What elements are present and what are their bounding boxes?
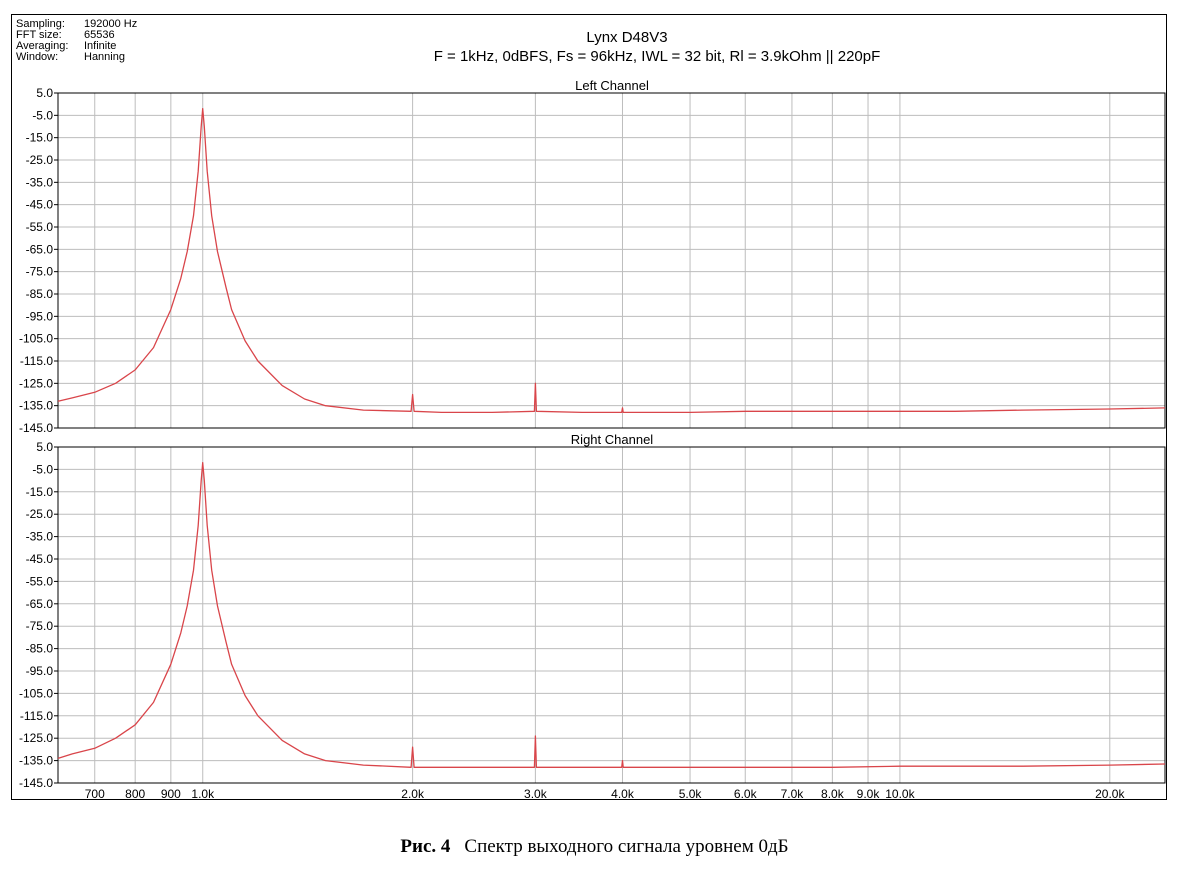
y-tick-label: -145.0 — [19, 421, 53, 435]
y-tick-label: 5.0 — [36, 86, 53, 100]
x-tick-label: 20.0k — [1095, 787, 1125, 801]
info-value-sampling: 192000 Hz — [84, 18, 137, 30]
panel-right-channel: Right Channel 5.0 -5.0 -15.0 -25.0 -35.0 -45.0… — [19, 432, 1166, 790]
y-tick-label: -15.0 — [26, 485, 54, 499]
x-tick-label: 800 — [125, 787, 145, 801]
y-tick-label: -135.0 — [19, 754, 53, 768]
x-tick-label: 1.0k — [191, 787, 215, 801]
x-tick-label: 4.0k — [611, 787, 635, 801]
info-key-averaging: Averaging: — [16, 40, 68, 52]
figure-caption-label: Рис. 4 — [400, 836, 451, 857]
info-value-fft-size: 65536 — [84, 29, 115, 41]
plot-border — [57, 92, 1166, 429]
y-tick-label: -55.0 — [26, 574, 54, 588]
y-tick-label: -45.0 — [26, 198, 54, 212]
chart-subtitle: F = 1kHz, 0dBFS, Fs = 96kHz, IWL = 32 bi… — [434, 48, 881, 65]
y-tick-label: -105.0 — [19, 332, 53, 346]
x-tick-label: 9.0k — [857, 787, 881, 801]
x-tick-label: 900 — [161, 787, 181, 801]
spectrum-trace — [57, 107, 1166, 414]
plot-border — [57, 446, 1166, 784]
info-key-sampling: Sampling: — [16, 18, 65, 30]
info-value-averaging: Infinite — [84, 40, 116, 52]
x-tick-label: 2.0k — [401, 787, 425, 801]
x-tick-label: 6.0k — [734, 787, 758, 801]
figure-caption: Рис. 4 Спектр выходного сигнала уровнем 0… — [0, 836, 1189, 858]
y-tick-label: -95.0 — [26, 309, 54, 323]
y-tick-label: -65.0 — [26, 242, 54, 256]
chart-frame: Sampling: 192000 Hz FFT size: 65536 Aver… — [11, 14, 1167, 801]
info-key-fft-size: FFT size: — [16, 29, 62, 41]
analyzer-info: Sampling: 192000 Hz FFT size: 65536 Aver… — [16, 18, 137, 63]
x-tick-label: 8.0k — [821, 787, 845, 801]
y-tick-label: -55.0 — [26, 220, 54, 234]
x-tick-label: 700 — [85, 787, 105, 801]
panel-left-channel: Left Channel 5.0 -5.0 -15.0 -25.0 -35.0 -45.0 -… — [19, 78, 1166, 435]
y-tick-label: -5.0 — [32, 462, 53, 476]
y-tick-label: -115.0 — [20, 354, 53, 368]
y-tick-label: -5.0 — [32, 108, 53, 122]
y-tick-label: -135.0 — [19, 399, 53, 413]
spectrum-chart: Sampling: 192000 Hz FFT size: 65536 Aver… — [16, 18, 1166, 801]
y-tick-label: -25.0 — [26, 507, 54, 521]
figure-caption-text: Спектр выходного сигнала уровнем 0дБ — [464, 836, 789, 857]
x-axis-labels: 700 800 900 1.0k 2.0k 3.0k 4.0k 5.0k 6.0k 7.0k 8.0… — [85, 787, 1126, 801]
y-tick-label: -65.0 — [26, 597, 54, 611]
x-tick-label: 3.0k — [524, 787, 548, 801]
y-tick-label: -75.0 — [26, 265, 54, 279]
spectrum-trace — [57, 462, 1166, 768]
y-tick-label: -85.0 — [26, 642, 54, 656]
y-tick-label: -115.0 — [20, 709, 53, 723]
info-value-window: Hanning — [84, 51, 125, 63]
info-key-window: Window: — [16, 51, 58, 63]
x-tick-label: 7.0k — [781, 787, 805, 801]
y-tick-label: -35.0 — [26, 175, 54, 189]
y-tick-label: -35.0 — [26, 530, 54, 544]
panel-label: Left Channel — [575, 78, 649, 93]
y-tick-label: -125.0 — [19, 731, 53, 745]
y-tick-label: -145.0 — [19, 776, 53, 790]
y-tick-label: -95.0 — [26, 664, 54, 678]
y-tick-label: -45.0 — [26, 552, 54, 566]
y-tick-label: -25.0 — [26, 153, 54, 167]
y-tick-label: -125.0 — [19, 376, 53, 390]
chart-title: Lynx D48V3 — [586, 29, 667, 46]
y-tick-label: 5.0 — [36, 440, 53, 454]
y-tick-label: -105.0 — [19, 686, 53, 700]
panel-label: Right Channel — [571, 432, 653, 447]
panels: Left Channel 5.0 -5.0 -15.0 -25.0 -35.0 -45.0 -… — [19, 78, 1166, 801]
x-tick-label: 5.0k — [679, 787, 703, 801]
x-tick-label: 10.0k — [885, 787, 915, 801]
y-tick-label: -85.0 — [26, 287, 54, 301]
y-tick-label: -15.0 — [26, 131, 54, 145]
y-tick-label: -75.0 — [26, 619, 54, 633]
